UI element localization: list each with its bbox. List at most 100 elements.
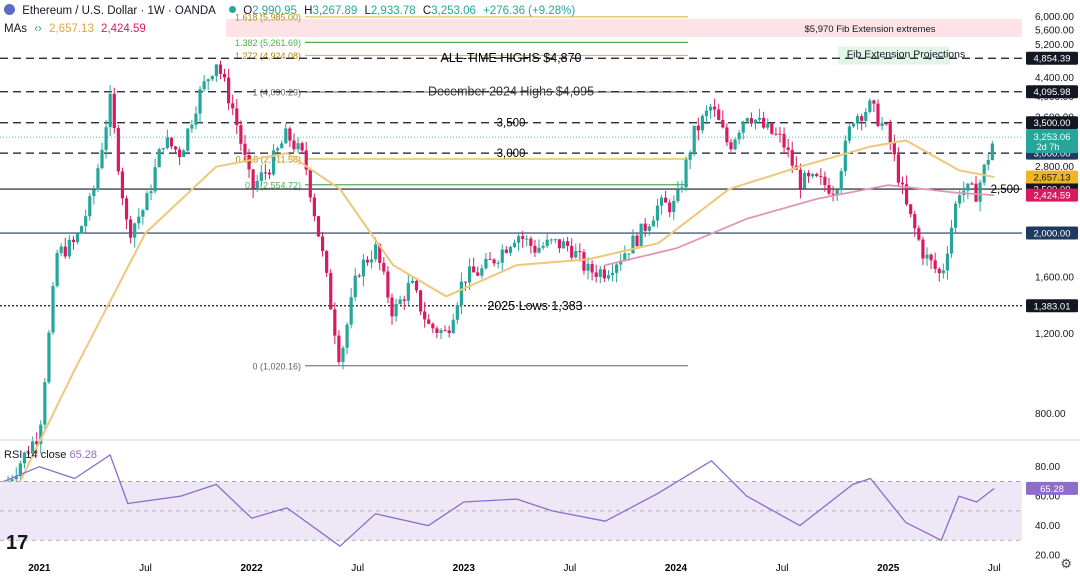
candle-body [357, 275, 361, 277]
level-label-3000: 3,000 [497, 148, 526, 160]
candle-body [353, 275, 357, 298]
candle-body [516, 236, 521, 243]
candle-body [635, 235, 639, 247]
candle-body [811, 174, 815, 177]
eth-icon [4, 4, 15, 15]
candle-body [917, 228, 921, 240]
candle-body [271, 150, 276, 175]
candle-body [553, 239, 557, 241]
candle-body [904, 184, 909, 205]
code-icon[interactable]: ‹› [34, 23, 42, 35]
candle-body [463, 281, 468, 283]
price-axis: 800.001,200.001,600.002,000.002,400.002,… [1035, 12, 1074, 420]
close-value: 3,253.06 [431, 5, 476, 17]
candle-body [623, 253, 627, 261]
candle-body [145, 193, 149, 211]
x-tick-label: 2024 [665, 563, 688, 574]
candle-body [855, 116, 860, 124]
rsi-badge-bg [1026, 481, 1078, 495]
candle-body [55, 252, 59, 287]
candle-body [14, 475, 18, 480]
rsi-params: 14 close [25, 449, 67, 461]
candle-body [978, 182, 982, 202]
candle-body [157, 149, 161, 168]
candle-body [909, 204, 913, 215]
candle-body [672, 200, 676, 213]
rsi-y-tick-label: 80.00 [1035, 462, 1060, 473]
candle-body [762, 117, 766, 128]
candle-body [300, 143, 304, 151]
fib-label: 0.618 (2,911.58) [236, 155, 301, 165]
candle-body [447, 330, 451, 333]
candle-body [864, 111, 868, 121]
candle-body [235, 108, 239, 126]
candle-body [259, 172, 263, 181]
badge-ath-bg [1026, 51, 1078, 65]
candle-body [398, 299, 402, 305]
candle-body [59, 246, 63, 253]
y-tick-label: 6,000.00 [1035, 12, 1074, 23]
horizontal-levels: ALL-TIME HIGHS $4,870 December 2024 Highs… [0, 51, 1022, 313]
candle-body [231, 103, 235, 109]
ma-short-line [3, 139, 995, 515]
candle-body [823, 176, 827, 186]
candle-body [753, 119, 758, 124]
badge-ath: 4,854.39 [1034, 54, 1071, 65]
candle-body [655, 205, 660, 221]
badge-2000: 2,000.00 [1034, 229, 1071, 240]
candle-body [659, 197, 664, 206]
fib-label: 1.618 (5,985.00) [235, 12, 301, 22]
candle-body [619, 260, 623, 265]
ma-label: MAs [4, 23, 27, 35]
candle-body [390, 297, 394, 317]
candle-body [647, 226, 651, 231]
candle-body [369, 259, 374, 263]
candle-body [729, 142, 733, 150]
low-value: 2,933.78 [370, 5, 416, 17]
candle-body [586, 263, 590, 271]
candle-body [333, 309, 337, 336]
candle-body [717, 109, 721, 120]
candle-body [594, 272, 598, 277]
badge-lows: 1,383.01 [1034, 301, 1071, 312]
candle-body [872, 100, 876, 104]
candle-body [770, 123, 774, 134]
candle-body [953, 203, 958, 228]
candle-body [921, 239, 925, 259]
rsi-value: 65.28 [69, 449, 97, 461]
level-label-3500: 3,500 [497, 118, 526, 130]
badge-dec-highs-bg [1026, 85, 1078, 99]
candle-body [557, 239, 562, 249]
candle-body [251, 169, 255, 189]
candle-body [316, 216, 321, 237]
candle-body [500, 249, 504, 263]
candle-body [472, 266, 476, 273]
candle-body [182, 150, 186, 158]
high-value: 3,267.89 [312, 5, 358, 17]
candle-body [406, 282, 410, 301]
candle-body [966, 183, 970, 191]
candle-body [222, 73, 227, 78]
candle-body [860, 116, 864, 121]
candle-body [308, 169, 312, 198]
candle-body [124, 198, 129, 220]
candle-body [970, 183, 974, 185]
fib-label: 0.5 (2,554.72) [245, 180, 301, 190]
candle-body [492, 259, 496, 264]
candle-body [214, 64, 218, 76]
candle-body [533, 245, 537, 253]
candle-body [467, 266, 472, 283]
y-tick-label: 1,600.00 [1035, 273, 1074, 284]
y-tick-label: 4,400.00 [1035, 73, 1074, 84]
y-tick-label: 800.00 [1035, 409, 1066, 420]
candle-body [521, 236, 525, 239]
candle-body [688, 153, 692, 160]
candle-body [721, 119, 725, 128]
candle-body [178, 149, 182, 158]
candle-body [325, 251, 329, 273]
gear-icon[interactable]: ⚙ [1060, 556, 1072, 571]
candle-body [606, 275, 611, 279]
fib-label: 0 (1,020.16) [252, 361, 301, 371]
candle-body [933, 260, 937, 269]
candle-body [958, 195, 962, 204]
